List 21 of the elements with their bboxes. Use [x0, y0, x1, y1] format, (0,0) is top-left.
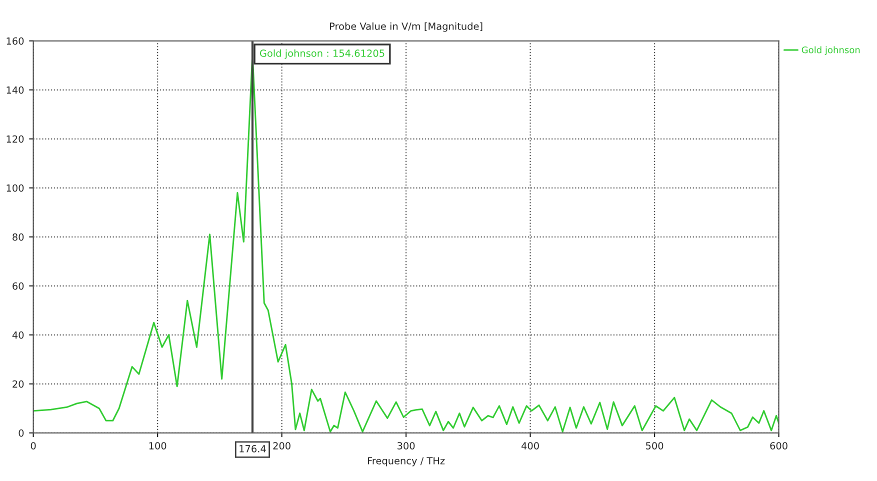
annotation: Gold johnson : 154.61205: [260, 49, 384, 59]
y-tick-label: 120: [6, 135, 24, 143]
chart-title: Probe Value in V/m [Magnitude]: [330, 22, 482, 32]
y-tick-label: 100: [6, 184, 24, 192]
y-tick-label: 140: [6, 86, 24, 94]
y-tick-label: 40: [12, 331, 24, 339]
y-tick-label: 160: [6, 37, 24, 45]
y-tick-label: 20: [12, 380, 24, 388]
legend-label: Gold johnson: [802, 46, 860, 56]
y-tick-label: 0: [18, 429, 24, 437]
x-tick-label: 300: [398, 442, 415, 450]
y-tick-label: 80: [12, 233, 24, 241]
y-tick-label: 60: [12, 282, 24, 290]
x-axis-title: Frequency / THz: [368, 457, 445, 466]
ref-line-label: 176.4: [240, 445, 266, 452]
x-tick-label: 100: [149, 442, 166, 450]
x-tick-label: 400: [521, 442, 539, 450]
x-tick-label: 200: [273, 442, 290, 450]
x-tick-label: 600: [770, 442, 788, 450]
x-tick-label: 0: [30, 442, 36, 450]
x-tick-label: 500: [646, 442, 664, 450]
